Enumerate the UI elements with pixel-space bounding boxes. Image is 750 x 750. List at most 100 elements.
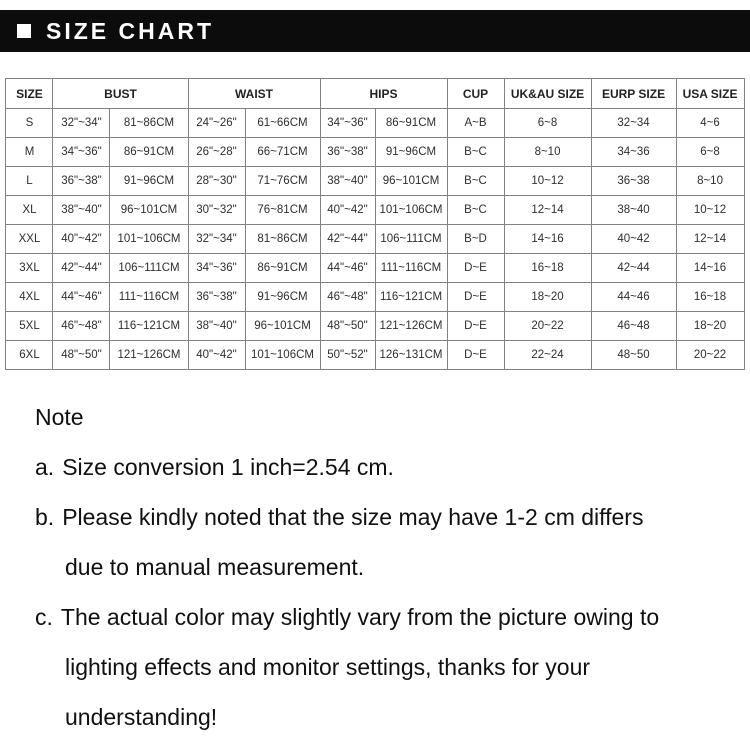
- table-cell: 91~96CM: [244, 282, 321, 312]
- table-cell: 34"~36": [187, 253, 246, 283]
- table-cell: 14~16: [675, 253, 745, 283]
- column-header: WAIST: [187, 78, 321, 109]
- table-row: M 34"~36" 86~91CM 26"~28" 66~71CM 36"~38" 91~9…: [5, 137, 745, 167]
- table-cell: 40~42: [590, 224, 677, 254]
- table-cell: 106~111CM: [109, 253, 189, 283]
- size-chart-table: SIZE BUST WAIST HIPS CUP UK&AU SIZE EURP SIZE U…: [5, 78, 745, 370]
- table-cell: 81~86CM: [244, 224, 321, 254]
- table-cell: 38"~40": [319, 166, 376, 196]
- note-line: lighting effects and monitor settings, t…: [65, 654, 591, 680]
- table-cell: 50"~52": [319, 340, 376, 370]
- table-cell: 10~12: [503, 166, 592, 196]
- table-cell: 42~44: [590, 253, 677, 283]
- table-cell: 6~8: [503, 108, 592, 138]
- table-row: L 36"~38" 91~96CM 28"~30" 71~76CM 38"~40" 96~1…: [5, 166, 745, 196]
- table-cell: 126~131CM: [374, 340, 448, 370]
- table-cell: 86~91CM: [109, 137, 189, 167]
- table-cell: 96~101CM: [244, 311, 321, 341]
- column-header: UK&AU SIZE: [503, 78, 592, 109]
- table-cell: 32~34: [590, 108, 677, 138]
- table-cell: 6~8: [675, 137, 745, 167]
- table-cell: 121~126CM: [109, 340, 189, 370]
- table-cell: 6XL: [5, 340, 54, 370]
- table-cell: 42"~44": [52, 253, 111, 283]
- table-cell: 86~91CM: [244, 253, 321, 283]
- table-cell: 101~106CM: [109, 224, 189, 254]
- table-cell: 42"~44": [319, 224, 376, 254]
- table-cell: 5XL: [5, 311, 54, 341]
- table-cell: 36"~38": [319, 137, 376, 167]
- table-cell: 12~14: [675, 224, 745, 254]
- note-line: due to manual measurement.: [65, 554, 365, 580]
- table-row: XXL 40"~42" 101~106CM 32"~34" 81~86CM 42"~44"…: [5, 224, 745, 254]
- table-cell: B~D: [446, 224, 505, 254]
- table-cell: 48~50: [590, 340, 677, 370]
- note-prefix: a.: [35, 454, 55, 480]
- notes-list: a. Size conversion 1 inch=2.54 cm. b. Pleas…: [35, 442, 750, 742]
- table-cell: 32"~34": [52, 108, 111, 138]
- table-cell: 96~101CM: [374, 166, 448, 196]
- note-line: a. Size conversion 1 inch=2.54 cm.: [35, 454, 394, 480]
- column-header: SIZE: [5, 78, 54, 109]
- table-cell: 96~101CM: [109, 195, 189, 225]
- table-cell: 4~6: [675, 108, 745, 138]
- table-row: XL 38"~40" 96~101CM 30"~32" 76~81CM 40"~42" 10…: [5, 195, 745, 225]
- table-cell: 106~111CM: [374, 224, 448, 254]
- table-row: 6XL 48"~50" 121~126CM 40"~42" 101~106CM 50"~5…: [5, 340, 745, 370]
- table-cell: 121~126CM: [374, 311, 448, 341]
- table-cell: 8~10: [675, 166, 745, 196]
- table-cell: 10~12: [675, 195, 745, 225]
- table-cell: D~E: [446, 253, 505, 283]
- note-line: b. Please kindly noted that the size may …: [35, 504, 644, 530]
- table-cell: 46~48: [590, 311, 677, 341]
- table-cell: 36"~38": [187, 282, 246, 312]
- table-row: S 32"~34" 81~86CM 24"~26" 61~66CM 34"~36" 86~9…: [5, 108, 745, 138]
- table-cell: 30"~32": [187, 195, 246, 225]
- table-cell: 36~38: [590, 166, 677, 196]
- table-cell: 86~91CM: [374, 108, 448, 138]
- note-line: understanding!: [65, 704, 218, 730]
- table-cell: 18~20: [503, 282, 592, 312]
- table-cell: 101~106CM: [374, 195, 448, 225]
- note-line: c. The actual color may slightly vary fro…: [35, 604, 660, 630]
- table-cell: B~C: [446, 137, 505, 167]
- table-cell: 20~22: [675, 340, 745, 370]
- table-cell: 61~66CM: [244, 108, 321, 138]
- table-cell: B~C: [446, 166, 505, 196]
- table-cell: 8~10: [503, 137, 592, 167]
- table-cell: 32"~34": [187, 224, 246, 254]
- table-cell: L: [5, 166, 54, 196]
- table-row: 4XL 44"~46" 111~116CM 36"~38" 91~96CM 46"~48"…: [5, 282, 745, 312]
- table-cell: 111~116CM: [374, 253, 448, 283]
- table-cell: 16~18: [675, 282, 745, 312]
- column-header: BUST: [52, 78, 189, 109]
- table-cell: 4XL: [5, 282, 54, 312]
- table-cell: S: [5, 108, 54, 138]
- column-header: USA SIZE: [675, 78, 745, 109]
- table-cell: 14~16: [503, 224, 592, 254]
- table-row: 5XL 46"~48" 116~121CM 38"~40" 96~101CM 48"~50…: [5, 311, 745, 341]
- table-cell: 12~14: [503, 195, 592, 225]
- table-cell: 34~36: [590, 137, 677, 167]
- table-cell: 48"~50": [319, 311, 376, 341]
- table-cell: 71~76CM: [244, 166, 321, 196]
- column-header: CUP: [446, 78, 505, 109]
- table-cell: 91~96CM: [109, 166, 189, 196]
- table-cell: 46"~48": [52, 311, 111, 341]
- table-cell: 44"~46": [319, 253, 376, 283]
- table-cell: 76~81CM: [244, 195, 321, 225]
- table-header-row: SIZE BUST WAIST HIPS CUP UK&AU SIZE EURP SIZE U…: [5, 78, 745, 109]
- column-header: EURP SIZE: [590, 78, 677, 109]
- table-cell: 28"~30": [187, 166, 246, 196]
- table-cell: 48"~50": [52, 340, 111, 370]
- table-cell: XL: [5, 195, 54, 225]
- table-cell: 38~40: [590, 195, 677, 225]
- table-cell: 38"~40": [187, 311, 246, 341]
- column-header: HIPS: [319, 78, 448, 109]
- table-cell: 44"~46": [52, 282, 111, 312]
- table-cell: 36"~38": [52, 166, 111, 196]
- table-cell: 26"~28": [187, 137, 246, 167]
- table-cell: 3XL: [5, 253, 54, 283]
- title-bar: SIZE CHART: [0, 10, 750, 52]
- table-cell: 40"~42": [319, 195, 376, 225]
